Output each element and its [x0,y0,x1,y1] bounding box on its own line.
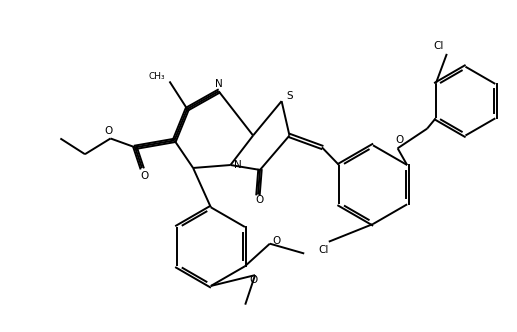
Text: O: O [104,125,113,135]
Text: O: O [249,275,257,285]
Text: N: N [235,160,242,170]
Text: O: O [396,135,404,145]
Text: Cl: Cl [318,245,329,255]
Text: Cl: Cl [434,41,444,51]
Text: O: O [272,236,281,246]
Text: CH₃: CH₃ [149,72,165,81]
Text: N: N [215,79,222,89]
Text: O: O [141,171,149,181]
Text: S: S [286,91,293,101]
Text: O: O [256,196,264,206]
